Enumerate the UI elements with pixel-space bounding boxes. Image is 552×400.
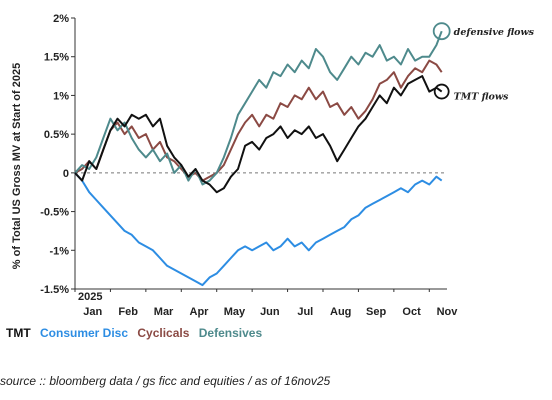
series-lines — [74, 30, 443, 287]
legend-consumer-disc: Consumer Disc — [40, 326, 129, 340]
x-tick-label: Oct — [402, 306, 421, 318]
x-tick-label: Sep — [366, 306, 386, 318]
defensive-flows-circle — [432, 22, 451, 41]
series-line-cyclicals — [74, 59, 443, 182]
year-tag: 2025 — [78, 291, 102, 303]
series-line-consumer-disc — [74, 172, 443, 287]
y-tick-label: 2% — [53, 13, 69, 25]
tmt-flows-circle — [433, 83, 450, 100]
x-tick-label: Apr — [190, 306, 210, 318]
y-axis: 2% 1.5% 1% 0.5% 0 -0.5% -1% -1.5% — [40, 13, 76, 296]
tmt-flows-label: TMT flows — [454, 92, 509, 103]
y-axis-label: % of Total US Gross MV at Start of 2025 — [11, 63, 23, 269]
defensive-flows-label: defensive flows — [454, 27, 535, 38]
x-tick-label: Jan — [83, 306, 102, 318]
x-tick-label: Aug — [330, 306, 351, 318]
x-tick-label: Jun — [260, 306, 280, 318]
annotations: defensive flows TMT flows — [432, 22, 535, 103]
y-tick-label: -1.5% — [40, 284, 69, 296]
y-tick-label: -1% — [49, 245, 69, 257]
legend-tmt: TMT — [6, 326, 31, 340]
legend-cyclicals: Cyclicals — [137, 326, 190, 340]
y-tick-label: -0.5% — [40, 207, 69, 219]
x-tick-label: May — [224, 306, 246, 318]
y-tick-label: 1% — [53, 90, 69, 102]
series-line-tmt — [74, 75, 443, 194]
x-tick-label: Feb — [118, 306, 138, 318]
series-line-defensives — [74, 30, 443, 186]
y-tick-label: 0.5% — [44, 129, 69, 141]
x-tick-label: Mar — [154, 306, 174, 318]
x-tick-label: Nov — [437, 306, 459, 318]
y-tick-label: 0 — [63, 168, 69, 180]
source-note: source :: bloomberg data / gs ficc and e… — [0, 374, 331, 388]
x-axis: Jan Feb Mar Apr May Jun Jul Aug Sep Oct Nov — [74, 288, 459, 318]
y-tick-label: 1.5% — [44, 52, 69, 64]
legend-defensives: Defensives — [198, 326, 263, 340]
chart: 2% 1.5% 1% 0.5% 0 -0.5% -1% -1.5% Jan Feb Mar Apr M… — [11, 13, 535, 318]
legend: TMT Consumer Disc Cyclicals Defensives — [6, 326, 268, 340]
x-tick-label: Jul — [297, 306, 313, 318]
